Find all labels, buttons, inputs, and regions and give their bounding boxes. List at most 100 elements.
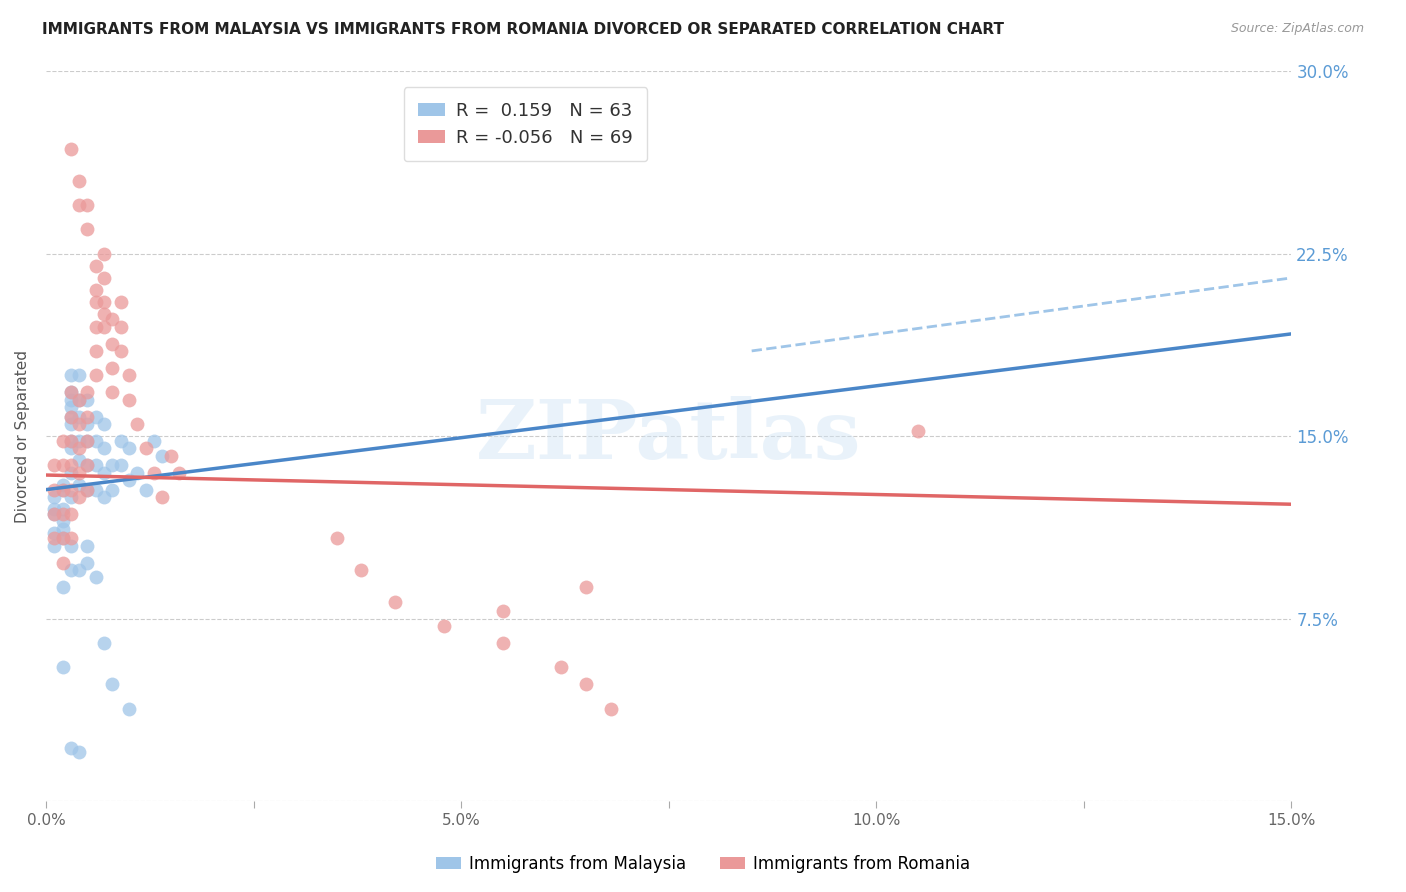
Point [44, 539, 66, 553]
Point [44, 526, 66, 541]
Point [76, 417, 98, 431]
Point [59, 409, 82, 424]
Text: IMMIGRANTS FROM MALAYSIA VS IMMIGRANTS FROM ROMANIA DIVORCED OR SEPARATED CORREL: IMMIGRANTS FROM MALAYSIA VS IMMIGRANTS F… [42, 22, 1004, 37]
Point [44, 502, 66, 516]
Point [76, 385, 98, 400]
Point [350, 563, 373, 577]
Point [52, 483, 75, 497]
Point [59, 385, 82, 400]
Point [84, 570, 107, 584]
Point [84, 458, 107, 473]
Text: Source: ZipAtlas.com: Source: ZipAtlas.com [1230, 22, 1364, 36]
Point [44, 507, 66, 521]
Point [93, 442, 115, 456]
Point [76, 409, 98, 424]
Point [59, 392, 82, 407]
Point [44, 531, 66, 545]
Point [76, 222, 98, 236]
Point [52, 434, 75, 448]
Point [84, 283, 107, 297]
Point [59, 434, 82, 448]
Point [93, 271, 115, 285]
Point [150, 490, 173, 504]
Point [52, 477, 75, 491]
Point [59, 740, 82, 755]
Point [93, 295, 115, 310]
Point [110, 458, 132, 473]
Point [575, 677, 598, 691]
Point [907, 424, 929, 438]
Point [59, 539, 82, 553]
Point [491, 604, 513, 618]
Point [59, 490, 82, 504]
Point [67, 466, 90, 480]
Point [44, 490, 66, 504]
Point [142, 466, 165, 480]
Point [118, 392, 141, 407]
Point [110, 434, 132, 448]
Point [76, 198, 98, 212]
Point [101, 361, 124, 376]
Point [59, 483, 82, 497]
Point [52, 522, 75, 536]
Point [59, 466, 82, 480]
Point [67, 392, 90, 407]
Point [76, 458, 98, 473]
Point [84, 295, 107, 310]
Point [59, 442, 82, 456]
Point [84, 483, 107, 497]
Point [67, 198, 90, 212]
Text: ZIPatlas: ZIPatlas [475, 396, 862, 476]
Point [93, 466, 115, 480]
Point [67, 434, 90, 448]
Point [76, 458, 98, 473]
Point [93, 417, 115, 431]
Point [52, 660, 75, 674]
Point [93, 319, 115, 334]
Point [110, 319, 132, 334]
Point [433, 619, 456, 633]
Point [67, 173, 90, 187]
Point [52, 483, 75, 497]
Point [67, 392, 90, 407]
Point [76, 483, 98, 497]
Point [118, 442, 141, 456]
Point [52, 531, 75, 545]
Point [84, 409, 107, 424]
Point [93, 490, 115, 504]
Point [84, 343, 107, 358]
Point [127, 466, 149, 480]
Point [59, 507, 82, 521]
Point [52, 507, 75, 521]
Point [93, 307, 115, 321]
Point [118, 368, 141, 383]
Point [118, 473, 141, 487]
Point [325, 531, 347, 545]
Point [93, 246, 115, 260]
Point [384, 594, 406, 608]
Point [599, 701, 621, 715]
Point [52, 556, 75, 570]
Point [59, 417, 82, 431]
Point [93, 636, 115, 650]
Point [59, 409, 82, 424]
Point [135, 483, 157, 497]
Point [118, 701, 141, 715]
Point [142, 434, 165, 448]
Point [76, 434, 98, 448]
Point [44, 483, 66, 497]
Point [44, 507, 66, 521]
Point [52, 531, 75, 545]
Point [550, 660, 572, 674]
Point [84, 368, 107, 383]
Point [101, 458, 124, 473]
Point [67, 417, 90, 431]
Point [67, 368, 90, 383]
Point [76, 539, 98, 553]
Point [59, 385, 82, 400]
Point [76, 392, 98, 407]
Point [575, 580, 598, 594]
Point [59, 563, 82, 577]
Point [84, 319, 107, 334]
Point [59, 434, 82, 448]
